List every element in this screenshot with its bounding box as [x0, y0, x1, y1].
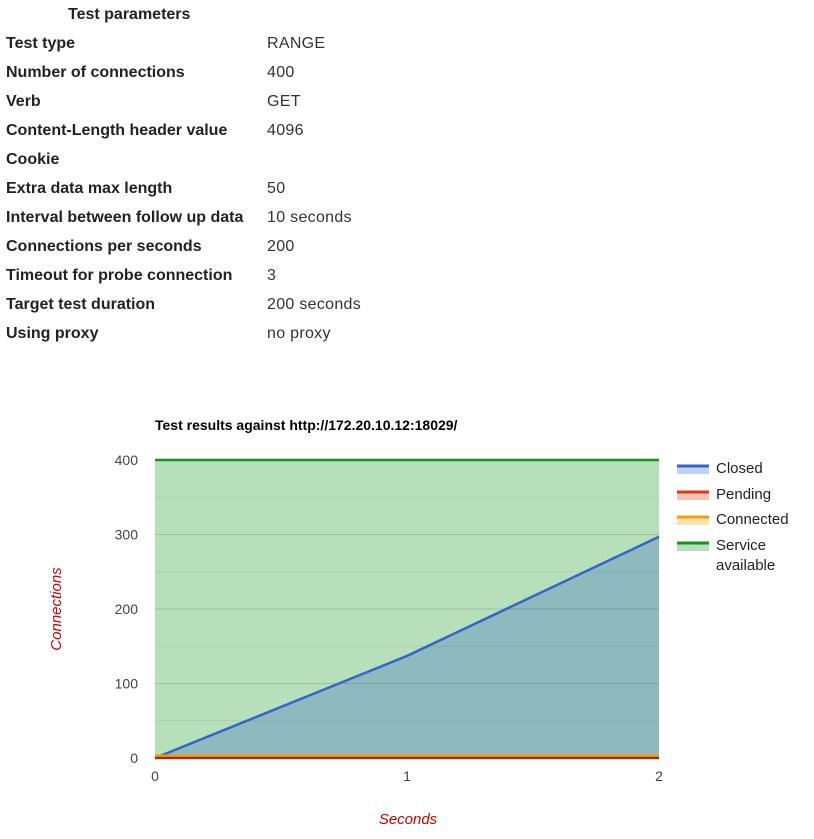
y-tick-label: 200 [115, 601, 139, 617]
param-value: 200 seconds [267, 296, 362, 313]
param-value: GET [267, 93, 301, 110]
y-tick-label: 0 [130, 750, 138, 766]
x-tick-label: 1 [403, 768, 411, 784]
legend-swatch [677, 466, 709, 474]
param-value: 3 [267, 267, 277, 284]
y-tick-label: 400 [115, 452, 139, 468]
results-chart: Test results against http://172.20.10.12… [0, 400, 814, 839]
y-axis-title: Connections [48, 567, 65, 651]
x-tick-label: 0 [151, 768, 159, 784]
param-name: Interval between follow up data [6, 209, 244, 226]
param-name: Content-Length header value [6, 122, 228, 139]
param-value: 50 [267, 180, 286, 197]
param-name: Cookie [6, 151, 60, 168]
x-axis-title: Seconds [379, 811, 438, 828]
param-value: 400 [267, 64, 295, 81]
param-value: 10 seconds [267, 209, 352, 226]
legend-item: Pending [677, 486, 771, 503]
chart-svg: Test results against http://172.20.10.12… [48, 417, 789, 828]
series-area-service-available [155, 460, 659, 758]
legend-item: Connected [677, 511, 789, 528]
y-tick-label: 300 [115, 527, 139, 543]
params-title: Test parameters [68, 6, 191, 23]
chart-title: Test results against http://172.20.10.12… [155, 417, 458, 433]
param-name: Test type [6, 35, 76, 52]
param-name: Connections per seconds [6, 238, 202, 255]
legend-swatch [677, 492, 709, 500]
param-name: Extra data max length [6, 180, 173, 197]
legend-item: Closed [677, 460, 763, 477]
series-line-closed [154, 535, 660, 760]
legend-swatch [677, 517, 709, 525]
legend-label: Connected [716, 511, 789, 528]
legend-label: Closed [716, 460, 763, 477]
y-tick-label: 100 [115, 676, 139, 692]
x-tick-label: 2 [655, 768, 663, 784]
legend-swatch [677, 543, 709, 551]
legend-item: Service available [677, 537, 775, 574]
legend-label: Pending [716, 486, 771, 503]
param-name: Number of connections [6, 64, 185, 81]
legend-label-line: available [716, 557, 775, 574]
param-value: 200 [267, 238, 295, 255]
param-value: 4096 [267, 122, 304, 139]
legend-label-line: Service [716, 537, 766, 554]
param-name: Using proxy [6, 325, 99, 342]
param-name: Timeout for probe connection [6, 267, 233, 284]
legend-label: Service available [716, 537, 775, 574]
series-area-closed [155, 536, 659, 758]
param-value: RANGE [267, 35, 326, 52]
param-value: no proxy [267, 325, 331, 342]
param-name: Verb [6, 93, 41, 110]
param-name: Target test duration [6, 296, 156, 313]
